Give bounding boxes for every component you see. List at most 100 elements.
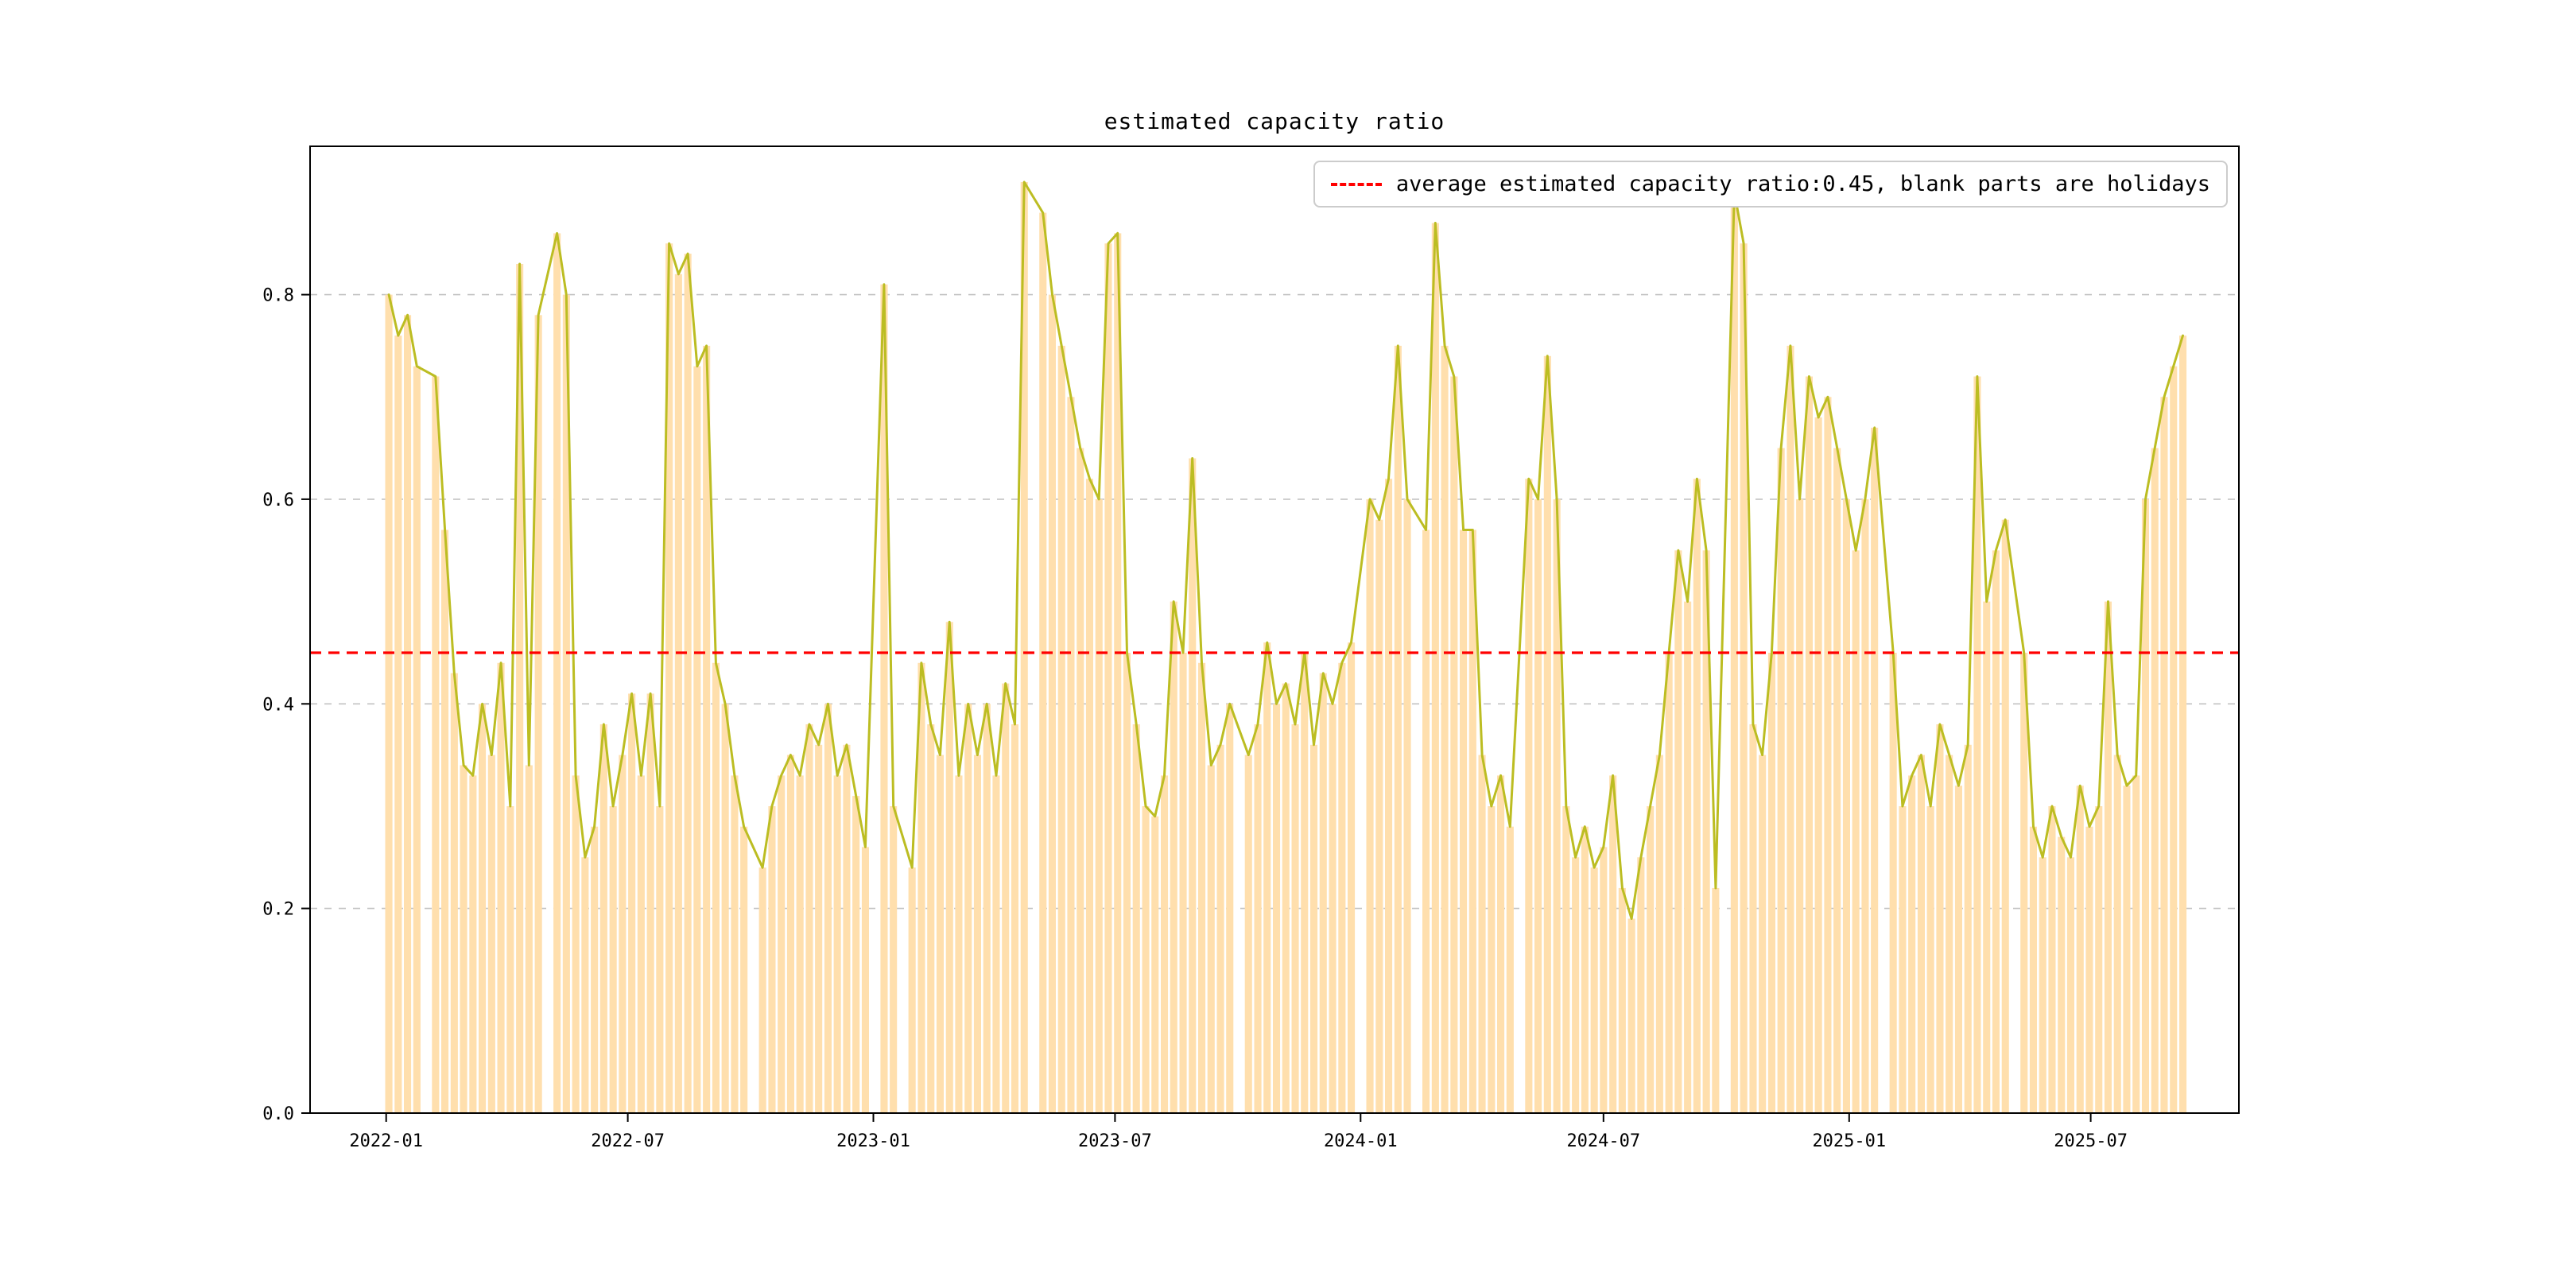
capacity-bar [1067,397,1075,1113]
chart-title: estimated capacity ratio [1104,108,1445,134]
capacity-bar [2179,336,2187,1114]
capacity-bar [805,724,813,1113]
capacity-bar [927,724,935,1113]
capacity-bar [703,345,711,1113]
capacity-bar [1767,653,1775,1113]
capacity-bar [572,775,580,1113]
capacity-bar [1207,765,1215,1113]
capacity-bar [964,704,972,1113]
capacity-bar [1319,673,1327,1113]
capacity-bar [1460,530,1468,1113]
capacity-bar [1992,550,2000,1113]
capacity-bar [945,622,953,1113]
capacity-bar [2076,786,2084,1113]
capacity-bar [1590,867,1598,1113]
y-tick-label: 0.4 [262,695,294,715]
capacity-bar [2048,806,2056,1113]
capacity-bar [712,662,720,1113]
capacity-bar [1282,683,1290,1113]
capacity-bar [1983,601,1991,1113]
capacity-bar [1189,458,1197,1113]
capacity-bar [1665,653,1673,1113]
capacity-bar [1291,724,1299,1113]
capacity-bar [843,744,851,1113]
capacity-bar [432,376,440,1113]
capacity-bar [1039,212,1047,1114]
capacity-bar [1161,775,1169,1113]
x-tick-label: 2022-07 [591,1131,665,1151]
capacity-bar [992,775,1000,1113]
capacity-bar [1655,755,1663,1113]
capacity-bar [525,765,533,1113]
capacity-bar [1842,499,1850,1113]
capacity-bar [1375,519,1383,1113]
capacity-bar [1600,847,1608,1113]
capacity-bar [1085,479,1093,1113]
capacity-bar [591,826,599,1113]
capacity-bar [385,294,393,1114]
capacity-bar [1796,499,1804,1113]
capacity-bar [2132,775,2140,1113]
x-tick-label: 2023-01 [836,1131,910,1151]
capacity-bar [731,775,739,1113]
capacity-bar [1964,744,1972,1113]
capacity-bar [1805,376,1813,1113]
x-tick-label: 2023-07 [1078,1131,1152,1151]
capacity-bar [413,366,421,1113]
capacity-bar [1674,550,1682,1113]
capacity-bar [450,673,458,1113]
capacity-bar [1861,499,1869,1113]
capacity-bar [852,796,860,1113]
capacity-bar [796,775,804,1113]
capacity-bar [861,847,869,1113]
capacity-bar [693,366,701,1113]
capacity-bar [1301,653,1309,1113]
capacity-bar [1104,243,1112,1114]
capacity-bar [1581,826,1589,1113]
capacity-bar [833,775,841,1113]
capacity-bar [1787,345,1794,1113]
capacity-bar [1077,448,1084,1113]
capacity-bar [2160,397,2168,1113]
capacity-bar [2141,499,2149,1113]
capacity-bar [2001,519,2009,1113]
capacity-bar [1543,355,1551,1113]
capacity-bar [1647,806,1655,1113]
capacity-bar [908,867,916,1113]
capacity-bar [1020,182,1028,1113]
capacity-bar [1394,345,1402,1113]
capacity-bar [2151,448,2159,1113]
capacity-bar [1226,704,1234,1113]
capacity-bar [1497,775,1505,1113]
x-tick-label: 2025-07 [2054,1131,2128,1151]
capacity-bar [1749,724,1757,1113]
capacity-ratio-line [387,180,2184,920]
capacity-bar [1095,499,1103,1113]
capacity-bar [2029,826,2037,1113]
capacity-bar [1973,376,1981,1113]
capacity-bar [609,806,617,1113]
legend-label: average estimated capacity ratio:0.45, b… [1395,172,2210,196]
capacity-bar [1198,662,1206,1113]
capacity-bar [1759,755,1767,1113]
y-tick-label: 0.8 [262,286,294,306]
capacity-bar [1506,826,1514,1113]
capacity-bar [2020,653,2028,1113]
capacity-bar [460,765,467,1113]
capacity-bar [2104,601,2112,1113]
x-tick-label: 2025-01 [1812,1131,1886,1151]
capacity-bar [758,867,766,1113]
capacity-bar [1011,724,1018,1113]
capacity-bar [880,284,888,1114]
capacity-bar [1871,427,1879,1113]
capacity-bar [1627,918,1635,1113]
average-line-legend-icon [1330,182,1382,186]
capacity-bar [1777,448,1785,1113]
capacity-bar [1114,233,1122,1113]
x-tick-label: 2022-01 [349,1131,423,1151]
capacity-bar [1712,887,1720,1113]
capacity-bar [487,755,495,1113]
capacity-bar [890,806,898,1113]
legend: average estimated capacity ratio:0.45, b… [1313,161,2228,208]
